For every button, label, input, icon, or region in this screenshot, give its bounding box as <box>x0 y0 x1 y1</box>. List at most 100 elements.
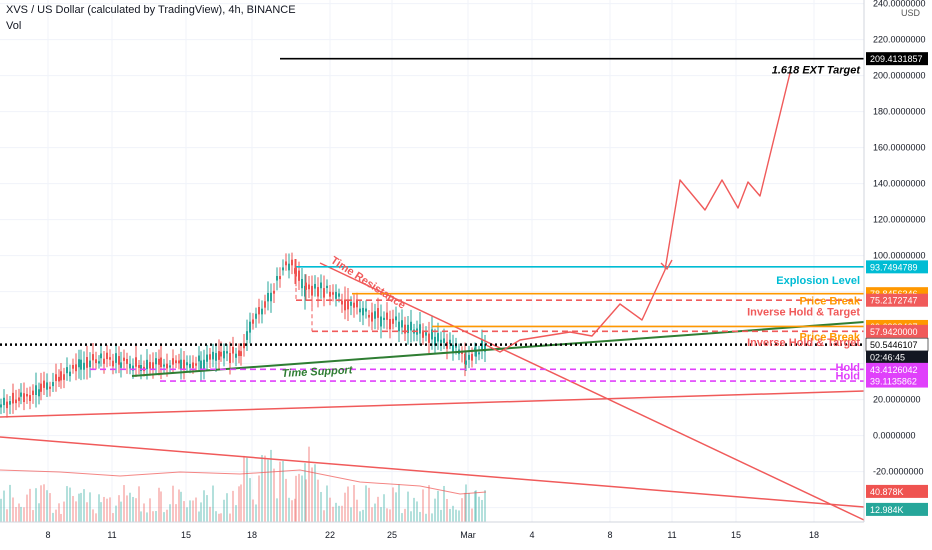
candle-body <box>410 321 412 331</box>
price-badge-label: 12.984K <box>870 505 904 515</box>
candle-body <box>249 321 251 333</box>
volume-bar <box>359 511 361 522</box>
volume-bar <box>267 459 269 522</box>
volume-bar <box>452 505 454 522</box>
candle-body <box>186 362 188 366</box>
volume-bar <box>95 513 97 522</box>
candle-body <box>475 349 477 357</box>
candle-body <box>392 318 394 324</box>
candle-body <box>440 339 442 343</box>
volume-bar <box>60 513 62 522</box>
volume-bar <box>169 504 171 522</box>
candle-body <box>431 329 433 340</box>
volume-bar <box>0 498 2 522</box>
price-badge-label: 57.9420000 <box>870 327 918 337</box>
volume-bar <box>80 492 82 522</box>
volume-bar <box>49 493 51 522</box>
time-tick-label: 15 <box>181 530 191 540</box>
time-axis: 8 11 15 18 22 25 Mar 4 8 11 15 18 <box>0 521 864 540</box>
volume-bar <box>206 495 208 522</box>
volume-bar <box>63 501 65 522</box>
price-tick-label: 0.0000000 <box>873 431 916 441</box>
volume-bar <box>305 479 307 522</box>
volume-bar <box>252 499 254 522</box>
candle-body <box>15 399 17 404</box>
candle-body <box>149 362 151 369</box>
candle-body <box>135 357 137 367</box>
volume-ma-line <box>0 469 487 495</box>
volume-bar <box>103 496 105 522</box>
volume-bar <box>323 510 325 522</box>
candle-body <box>229 353 231 363</box>
volume-bar <box>9 484 11 522</box>
candle-body <box>43 380 45 388</box>
volume-bar <box>317 479 319 522</box>
candle-body <box>95 359 97 364</box>
volume-bar <box>152 511 154 522</box>
volume-bar <box>481 499 483 522</box>
candle-body <box>52 382 54 387</box>
candle-body <box>304 285 306 297</box>
candle-body <box>203 359 205 370</box>
volume-bar <box>243 455 245 522</box>
time-tick-label: 4 <box>529 530 534 540</box>
volume-bar <box>212 485 214 522</box>
volume-bar <box>273 468 275 522</box>
candle-body <box>434 336 436 346</box>
candle-body <box>9 401 11 405</box>
candle-body <box>223 350 225 359</box>
volume-bar <box>78 493 80 522</box>
candle-body <box>83 362 85 370</box>
time-tick-label: 18 <box>809 530 819 540</box>
volume-bar <box>160 491 162 522</box>
time-tick-label: 22 <box>325 530 335 540</box>
time-tick-label: 15 <box>731 530 741 540</box>
volume-bar <box>226 493 228 522</box>
candle-body <box>428 333 430 343</box>
candle-body <box>26 393 28 397</box>
price-badge-label: 50.5446107 <box>870 340 918 350</box>
volume-bar <box>209 506 211 522</box>
candle-body <box>180 359 182 370</box>
candle-body <box>474 347 476 351</box>
volume-bar <box>344 492 346 522</box>
candle-body <box>58 376 60 382</box>
volume-bar <box>20 506 22 522</box>
time-support-line <box>131 321 865 377</box>
candle-body <box>0 404 2 408</box>
candle-body <box>422 330 424 338</box>
candle-body <box>192 362 194 369</box>
candle-body <box>55 374 57 382</box>
candle-body <box>464 353 466 365</box>
candle-body <box>92 354 94 361</box>
volume-bar <box>6 509 8 522</box>
candle-body <box>468 354 470 360</box>
candle-body <box>78 359 80 368</box>
candle-body <box>80 359 82 370</box>
volume-bar <box>295 475 297 522</box>
volume-bar <box>178 489 180 522</box>
candle-body <box>261 308 263 315</box>
volume-bar <box>183 501 185 522</box>
candle-body <box>212 351 214 360</box>
annotation-label: Inverse Hold & Target <box>747 337 860 349</box>
candle-body <box>389 319 391 330</box>
volume-bar <box>425 513 427 522</box>
volume-bar <box>240 484 242 522</box>
candle-body <box>255 313 257 319</box>
volume-bar <box>40 485 42 522</box>
volume-bar <box>55 509 57 522</box>
volume-bar <box>232 490 234 522</box>
volume-bar <box>407 491 409 522</box>
volume-bar <box>314 464 316 522</box>
price-tick-label: 240.0000000 <box>873 0 926 9</box>
candle-body <box>200 360 202 371</box>
candle-body <box>109 357 111 360</box>
candle-body <box>291 259 293 266</box>
price-badge-bg <box>866 350 928 364</box>
annotation-label: Time Resistance <box>328 254 407 311</box>
volume-bar <box>26 494 28 522</box>
volume-bar <box>200 502 202 522</box>
candle-body <box>437 333 439 342</box>
